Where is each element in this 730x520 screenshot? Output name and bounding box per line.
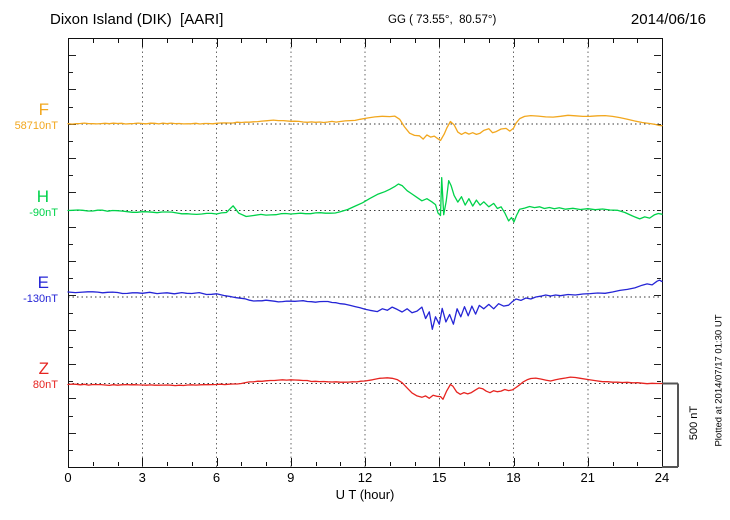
channel-name-F: F [38,100,49,119]
channel-name-Z: Z [38,359,49,378]
plotted-at-note: Plotted at 2014/07/17 01:30 UT [713,314,725,447]
y-axis-ticks [69,54,661,452]
channel-baseline-F: 58710nT [14,120,58,132]
channel-label-H: H -90nT [0,187,60,220]
x-tick-label-6: 6 [212,470,221,485]
x-tick-label-12: 12 [357,470,373,485]
x-tick-label-24: 24 [654,470,670,485]
scale-bar-label: 500 nT [688,405,700,441]
geographic-coordinates: GG ( 73.55°, 80.57°) [388,14,497,26]
channel-baselines [68,123,662,384]
channel-name-E: E [37,273,49,292]
plot-date: 2014/06/16 [630,11,706,28]
channel-name-H: H [36,187,49,206]
channel-baseline-E: -130nT [23,293,58,305]
channel-label-Z: Z 80nT [0,359,60,392]
x-tick-label-18: 18 [506,470,521,485]
plot-frame [68,38,663,468]
trace-F [67,114,663,142]
x-tick-label-15: 15 [432,470,447,485]
x-tick-label-9: 9 [287,470,295,485]
x-tick-label-0: 0 [64,470,72,485]
x-tick-label-3: 3 [138,470,146,485]
trace-E [67,279,663,330]
channel-baseline-Z: 80nT [32,379,58,391]
scale-bar [662,382,679,468]
trace-Z [67,376,663,400]
gridlines [141,38,589,467]
x-tick-label-21: 21 [580,470,595,485]
x-axis-title: U T (hour) [335,487,395,502]
station-title: Dixon Island (DIK) [AARI] [50,11,224,28]
x-axis-ticks [93,39,638,466]
trace-H [67,177,663,223]
channel-label-E: E -130nT [0,273,60,306]
channel-baseline-H: -90nT [29,207,58,219]
channel-label-F: F 58710nT [0,100,60,133]
